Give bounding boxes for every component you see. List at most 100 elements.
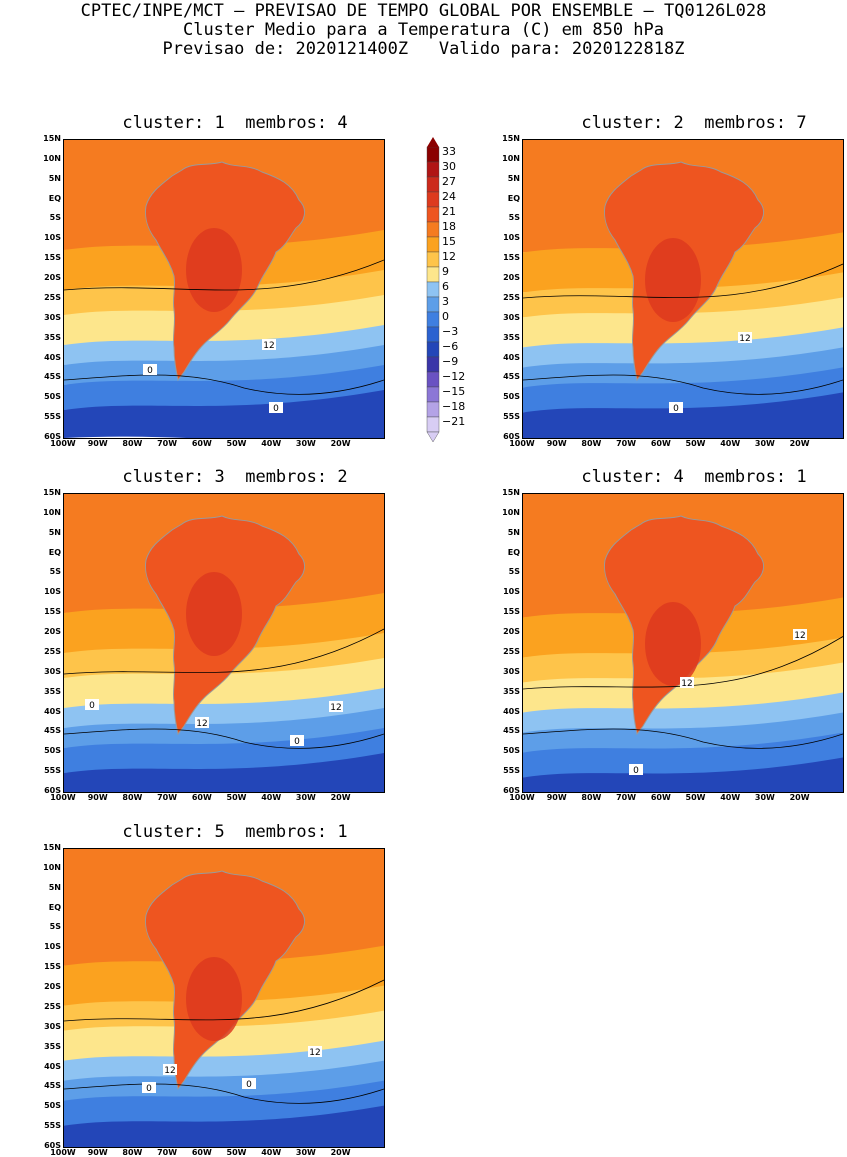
temperature-band — [523, 757, 843, 792]
lon-tick-label: 70W — [616, 439, 637, 448]
lat-tick-label: 5N — [48, 882, 61, 892]
temperature-band — [64, 390, 384, 438]
contour-label: 0 — [242, 1078, 256, 1090]
legend-label: 0 — [442, 310, 449, 323]
lat-tick-label: 20S — [44, 273, 61, 283]
lat-tick-label: 30S — [44, 666, 61, 676]
panel-title-4: cluster: 4 membros: 1 — [581, 467, 807, 487]
lon-tick-label: 30W — [754, 793, 775, 802]
svg-text:12: 12 — [263, 341, 274, 351]
contour-line — [523, 728, 843, 749]
main-title: CPTEC/INPE/MCT – PREVISAO DE TEMPO GLOBA… — [80, 1, 767, 21]
subtitle-dates: Previsao de: 2020121400Z Valido para: 20… — [162, 39, 685, 59]
warm-core — [186, 572, 242, 656]
lon-tick-label: 20W — [330, 793, 351, 802]
lat-tick-label: EQ — [48, 902, 61, 912]
legend-swatch — [426, 161, 440, 178]
legend-swatch — [426, 266, 440, 283]
lat-tick-label: 50S — [503, 392, 520, 402]
contour-label: 0 — [269, 402, 283, 414]
svg-text:0: 0 — [246, 1080, 252, 1090]
contour-line — [64, 259, 384, 291]
lat-tick-label: 55S — [44, 766, 61, 776]
lat-tick-label: 35S — [503, 686, 520, 696]
contour-line — [64, 1083, 384, 1104]
temperature-band — [523, 662, 843, 716]
lat-tick-label: 10S — [503, 587, 520, 597]
lon-tick-label: 40W — [720, 793, 741, 802]
lat-tick-label: 10S — [44, 942, 61, 952]
lat-tick-label: 40S — [503, 352, 520, 362]
lat-tick-label: 10S — [44, 233, 61, 243]
lat-tick-label: 60S — [44, 432, 61, 441]
lon-tick-label: 60W — [191, 1148, 212, 1157]
temperature-field: 12 12 0 — [523, 494, 843, 792]
contour-label: 0 — [143, 364, 157, 376]
contour-label: 12 — [308, 1046, 322, 1058]
lon-tick-label: 80W — [122, 1148, 143, 1157]
lat-tick-label: 55S — [44, 1121, 61, 1131]
legend-label: 30 — [442, 160, 456, 173]
lat-tick-label: 40S — [503, 706, 520, 716]
legend-arrow-bottom — [426, 431, 440, 443]
lon-tick-label: 80W — [122, 439, 143, 448]
lon-tick-label: 50W — [685, 439, 706, 448]
contour-label: 0 — [142, 1082, 156, 1094]
lat-tick-label: 10N — [502, 507, 520, 517]
svg-text:0: 0 — [273, 404, 279, 414]
svg-text:12: 12 — [309, 1048, 320, 1058]
svg-text:0: 0 — [633, 766, 639, 776]
lon-tick-label: 20W — [330, 439, 351, 448]
svg-text:12: 12 — [739, 334, 750, 344]
temperature-field: 12 0 0 — [64, 140, 384, 438]
legend-label: −15 — [442, 385, 466, 398]
lat-tick-label: 60S — [44, 786, 61, 795]
legend-swatch — [426, 416, 440, 433]
temperature-band — [64, 658, 384, 712]
lon-tick-label: 60W — [650, 439, 671, 448]
lat-tick-label: 15S — [503, 607, 520, 617]
contour-label: 0 — [669, 402, 683, 414]
lat-tick-label: 5N — [48, 173, 61, 183]
contour-label: 0 — [290, 735, 304, 747]
lat-tick-label: 15S — [503, 253, 520, 263]
legend-colorbar — [426, 137, 440, 443]
lat-tick-label: 30S — [503, 312, 520, 322]
lat-tick-label: 10N — [43, 862, 61, 872]
legend-label: −6 — [442, 340, 459, 353]
lat-tick-label: 45S — [44, 372, 61, 382]
lat-tick-label: 55S — [44, 412, 61, 422]
lat-tick-label: 5S — [49, 213, 61, 223]
legend-label: 33 — [442, 145, 456, 158]
svg-text:0: 0 — [673, 404, 679, 414]
lon-tick-label: 100W — [509, 439, 535, 448]
lon-tick-label: 90W — [546, 439, 567, 448]
lat-tick-label: 30S — [44, 1021, 61, 1031]
lon-tick-label: 100W — [509, 793, 535, 802]
lat-tick-label: 45S — [503, 726, 520, 736]
legend-label: 6 — [442, 280, 449, 293]
contour-label: 12 — [195, 717, 209, 729]
lat-tick-label: 50S — [44, 746, 61, 756]
lat-tick-label: 15N — [43, 134, 61, 143]
lon-tick-label: 70W — [157, 793, 178, 802]
lon-tick-label: 70W — [616, 793, 637, 802]
lat-tick-label: 15N — [43, 843, 61, 852]
contour-line — [64, 374, 384, 395]
panel-title-2: cluster: 2 membros: 7 — [581, 113, 807, 133]
lat-tick-label: 25S — [44, 1001, 61, 1011]
lat-tick-label: 20S — [503, 273, 520, 283]
lon-tick-label: 100W — [50, 793, 76, 802]
contour-label: 12 — [680, 677, 694, 689]
legend-swatch — [426, 191, 440, 208]
legend-swatch — [426, 281, 440, 298]
legend-swatch — [426, 296, 440, 313]
temperature-field: 0 12 12 0 — [64, 494, 384, 792]
warm-core — [645, 602, 701, 686]
lat-tick-label: 45S — [44, 1081, 61, 1091]
lon-tick-label: 90W — [87, 439, 108, 448]
temperature-field: 12 12 0 0 — [64, 849, 384, 1147]
legend-swatch — [426, 236, 440, 253]
legend-label: 3 — [442, 295, 449, 308]
lat-tick-label: 40S — [44, 352, 61, 362]
